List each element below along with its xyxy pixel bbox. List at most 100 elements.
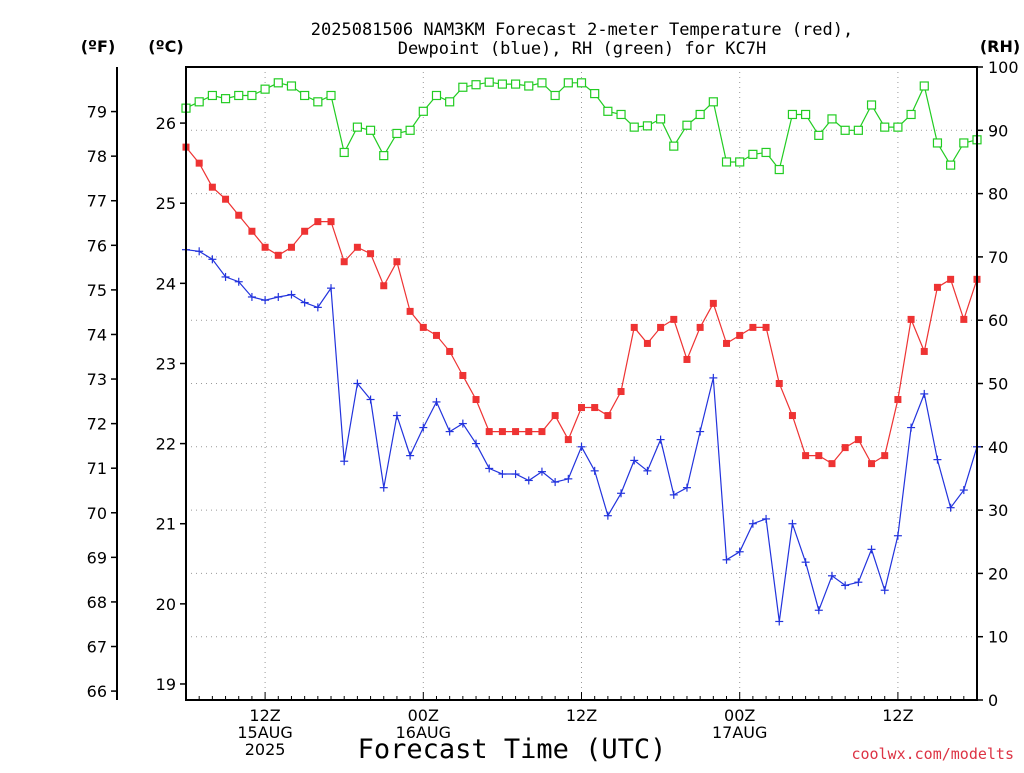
data-point-temperature [578, 404, 585, 412]
data-point-rh [563, 78, 573, 88]
data-point-dewpoint [643, 466, 652, 475]
data-point-dewpoint [340, 457, 349, 466]
data-point-dewpoint [300, 298, 309, 307]
chart-title: 2025081506 NAM3KM Forecast 2-meter Tempe… [311, 20, 853, 59]
rh-tick-label: 80 [988, 185, 1008, 204]
data-point-temperature [380, 282, 388, 290]
data-point-rh [880, 122, 890, 132]
data-point-rh [326, 90, 336, 101]
data-point-rh [379, 151, 389, 161]
title-line-1: 2025081506 NAM3KM Forecast 2-meter Tempe… [311, 20, 853, 40]
data-point-rh [735, 157, 745, 167]
series-rh [181, 77, 982, 175]
data-point-temperature [512, 428, 520, 436]
fahrenheit-tick-label: 66 [87, 682, 107, 701]
data-point-rh [365, 125, 376, 135]
time-tick-label: 00Z [408, 706, 439, 725]
data-point-rh [247, 90, 257, 101]
data-point-rh [392, 128, 402, 139]
fahrenheit-tick-label: 69 [87, 548, 107, 567]
data-point-dewpoint [603, 511, 612, 520]
time-tick-label: 12Z [882, 706, 913, 725]
data-point-rh [959, 138, 969, 148]
celsius-tick-label: 20 [156, 595, 176, 614]
data-point-temperature [485, 428, 493, 436]
data-point-dewpoint [775, 617, 784, 626]
data-point-dewpoint [656, 435, 665, 444]
data-point-temperature [604, 412, 612, 420]
data-point-dewpoint [880, 586, 889, 595]
data-point-dewpoint [392, 411, 401, 420]
data-point-rh [273, 78, 283, 88]
data-point-dewpoint [722, 555, 731, 564]
plot-frame [185, 66, 978, 701]
data-point-temperature [696, 323, 704, 331]
data-point-rh [471, 80, 481, 90]
data-point-dewpoint [234, 277, 243, 286]
data-point-dewpoint [287, 290, 296, 299]
rh-tick-label: 50 [988, 375, 1008, 394]
data-point-dewpoint [946, 503, 955, 512]
data-point-temperature [947, 275, 955, 283]
data-point-temperature [683, 355, 691, 363]
data-point-dewpoint [959, 486, 968, 495]
data-point-temperature [854, 436, 862, 444]
rh-tick-label: 70 [988, 248, 1008, 267]
series-dewpoint [182, 245, 981, 626]
data-point-dewpoint [274, 292, 283, 301]
data-point-dewpoint [735, 547, 744, 556]
data-point-temperature [670, 315, 678, 323]
x-axis-title: Forecast Time (UTC) [358, 734, 667, 765]
data-point-dewpoint [458, 419, 467, 428]
celsius-axis: 26 25 24 23 22 21 20 19 [156, 114, 186, 694]
data-point-dewpoint [551, 478, 560, 487]
data-point-dewpoint [867, 545, 876, 554]
fahrenheit-tick-label: 67 [87, 638, 107, 657]
data-point-temperature [881, 452, 889, 460]
time-tick-label: 12Z [249, 706, 280, 725]
time-tick-label: 12Z [566, 706, 597, 725]
data-point-rh [431, 90, 442, 101]
data-point-rh [286, 81, 297, 91]
data-point-temperature [868, 460, 876, 468]
fahrenheit-axis: 79 78 77 76 75 74 73 72 71 70 69 68 67 66 [87, 67, 118, 701]
celsius-tick-label: 26 [156, 114, 176, 133]
data-point-dewpoint [327, 284, 336, 293]
data-point-rh [840, 125, 850, 135]
data-point-temperature [775, 380, 783, 387]
data-point-rh [300, 90, 310, 101]
data-point-temperature [446, 347, 454, 355]
data-point-dewpoint [827, 571, 836, 580]
data-point-temperature [406, 307, 414, 315]
data-point-rh [590, 88, 600, 99]
data-point-temperature [920, 347, 928, 355]
series-temperature [182, 143, 981, 468]
data-point-temperature [709, 299, 717, 307]
fahrenheit-tick-label: 72 [87, 415, 107, 434]
data-point-rh [814, 130, 824, 140]
data-point-rh [510, 79, 521, 89]
data-point-temperature [538, 428, 546, 436]
data-point-dewpoint [498, 470, 507, 479]
rh-tick-label: 90 [988, 121, 1008, 140]
data-point-dewpoint [564, 474, 573, 483]
fahrenheit-tick-label: 70 [87, 504, 107, 523]
data-point-dewpoint [841, 581, 850, 590]
data-point-rh [405, 125, 415, 135]
data-point-temperature [419, 323, 427, 331]
data-point-temperature [472, 396, 480, 404]
data-point-dewpoint [261, 296, 270, 305]
data-point-temperature [222, 195, 230, 203]
celsius-tick-label: 23 [156, 354, 176, 373]
data-point-dewpoint [893, 531, 902, 540]
data-point-dewpoint [920, 389, 929, 398]
data-point-temperature [525, 428, 533, 436]
data-point-rh [418, 106, 428, 116]
data-point-rh [352, 122, 362, 132]
data-point-rh [695, 109, 705, 120]
data-point-temperature [723, 339, 731, 347]
data-point-dewpoint [537, 467, 546, 476]
data-point-temperature [894, 396, 902, 404]
data-point-dewpoint [709, 373, 718, 382]
